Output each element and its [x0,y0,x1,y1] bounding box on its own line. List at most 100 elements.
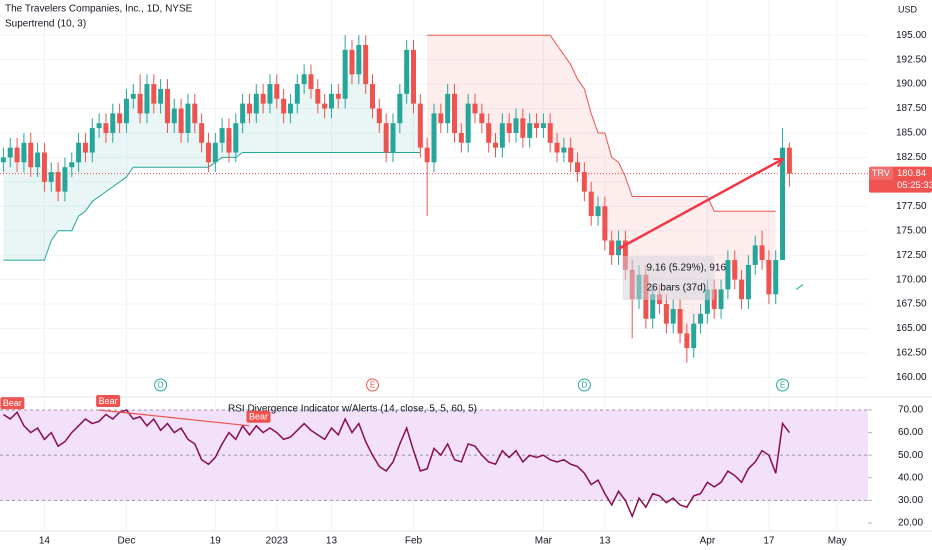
candle-body [69,162,75,168]
candle-body [199,123,205,143]
candle-body [281,98,287,114]
annotation-label: Bear [99,396,118,406]
candle-body [595,206,601,217]
y-tick-label: 195.00 [896,30,927,41]
candle-body [28,142,34,168]
candle-body [540,123,546,129]
candle-body [253,93,259,114]
y-tick-label: 30.00 [898,495,923,506]
candle-body [322,103,328,109]
candle-body [48,172,54,182]
candle-body [219,128,225,143]
candle-body [301,74,307,85]
candle-body [117,113,123,124]
y-tick-label: 172.50 [896,250,927,261]
candle-body [274,84,280,99]
candle-body [759,245,765,261]
candle-body [144,84,150,114]
y-tick-label: 170.00 [896,274,927,285]
measure-label: 26 bars (37d) [647,283,706,294]
candle-body [151,84,157,104]
annotation-box [0,397,25,410]
candle-body [55,172,61,192]
candle-body [233,123,239,153]
candle-body [732,260,738,280]
candle-body [328,93,334,109]
candle-body [424,147,430,163]
candle-body [0,157,6,163]
x-tick-label: 17 [763,536,775,547]
y-tick-label: 40.00 [898,472,923,483]
candle-body [431,113,437,163]
candle-body [171,108,177,124]
candle-body [417,103,423,148]
x-tick-label: Mar [535,536,553,547]
candle-body [178,108,184,133]
supertrend-line [427,34,776,212]
candle-body [41,152,47,182]
annotation-box [246,410,271,423]
y-tick-label: 20.00 [898,518,923,529]
event-label: E [780,381,785,390]
candle-body [527,123,533,138]
candle-body [164,88,170,124]
candle-body [246,103,252,114]
measure-arrow [773,158,785,168]
candle-body [226,128,232,153]
y-tick-label: 167.50 [896,299,927,310]
measure-box [622,256,715,300]
chart-title: The Travelers Companies, Inc., 1D, NYSE [5,4,193,15]
candle-body [547,123,553,143]
event-marker [577,378,591,392]
last-price-label: 180.84 [897,168,926,179]
candle-body [335,93,341,99]
candle-body [82,142,88,153]
symbol-tag [869,166,893,180]
candle-body [752,245,758,265]
candle-body [698,313,704,324]
candle-body [458,132,464,143]
candle-body [718,289,724,309]
candle-body [554,142,560,153]
candle-body [663,304,669,324]
price-tag [869,166,932,193]
candle-body [520,118,526,138]
candle-body [123,98,129,124]
candle-body [499,123,505,148]
x-tick-label: May [828,536,847,547]
rsi-line [3,409,791,519]
indicator-title: Supertrend (10, 3) [5,19,86,30]
candle-body [479,113,485,124]
event-label: E [370,381,375,390]
candle-body [465,103,471,143]
candle-body [397,93,403,124]
candle-body [89,128,95,153]
y-tick-label: 162.50 [896,348,927,359]
candle-body [588,191,594,217]
candle-body [650,294,656,319]
y-tick-label: 185.00 [896,128,927,139]
annotation-label: Bear [3,398,22,408]
candle-body [404,49,410,94]
candle-body [21,142,27,163]
divergence-line [99,409,250,427]
event-marker [776,378,790,392]
event-marker [154,378,168,392]
y-tick-label: 175.00 [896,225,927,236]
candle-body [62,167,68,192]
candle-body [342,49,348,99]
candle-body [315,88,321,104]
candle-body [745,264,751,300]
supertrend-line [3,152,804,290]
candle-body [452,93,458,133]
candle-body [575,162,581,173]
candle-body [110,113,116,133]
candle-body [622,240,628,270]
candle-body [363,44,369,85]
candle-body [410,49,416,104]
measure-line [617,158,784,250]
candle-body [493,142,499,148]
candle-body [568,147,574,163]
currency: USD [898,4,918,14]
candle-body [691,323,697,349]
